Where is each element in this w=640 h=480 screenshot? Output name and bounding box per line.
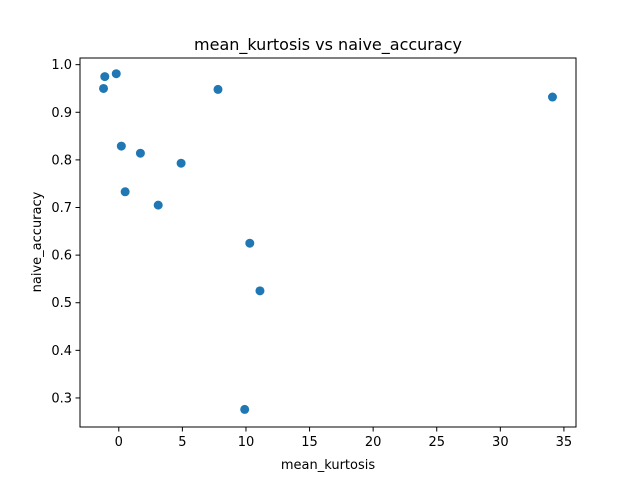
plot-frame [79,57,577,428]
x-axis-label: mean_kurtosis [281,458,376,473]
x-tick-label: 25 [428,435,445,450]
data-point [245,238,255,248]
x-tick-label: 0 [115,435,123,450]
data-point [100,72,110,82]
y-tick-label: 0.4 [51,344,72,359]
y-axis: 0.3 0.4 0.5 0.6 0.7 0.8 0.9 1.0 [51,58,80,406]
y-tick-label: 0.9 [51,106,72,121]
y-tick-label: 0.3 [51,391,72,406]
points-layer [99,69,557,414]
x-tick-label: 5 [178,435,186,450]
x-tick-label: 20 [365,435,382,450]
x-tick-label: 10 [238,435,255,450]
data-point [116,141,126,151]
data-point [240,404,250,414]
x-tick-label: 35 [556,435,573,450]
data-point [547,92,557,102]
y-tick-label: 1.0 [51,58,72,73]
y-tick-label: 0.7 [51,201,72,216]
data-point [120,187,130,197]
chart-title: mean_kurtosis vs naive_accuracy [194,35,462,55]
data-point [213,84,223,94]
data-point [176,158,186,168]
x-axis: 0 5 10 15 20 25 30 35 [115,427,573,450]
y-tick-label: 0.6 [51,249,72,264]
x-tick-label: 15 [301,435,318,450]
data-point [111,69,121,79]
y-axis-label: naive_accuracy [30,191,45,292]
y-tick-label: 0.5 [51,296,72,311]
data-point [135,148,145,158]
data-point [153,200,163,210]
data-point [255,286,265,296]
data-point [99,83,109,93]
y-tick-label: 0.8 [51,153,72,168]
x-tick-label: 30 [492,435,509,450]
